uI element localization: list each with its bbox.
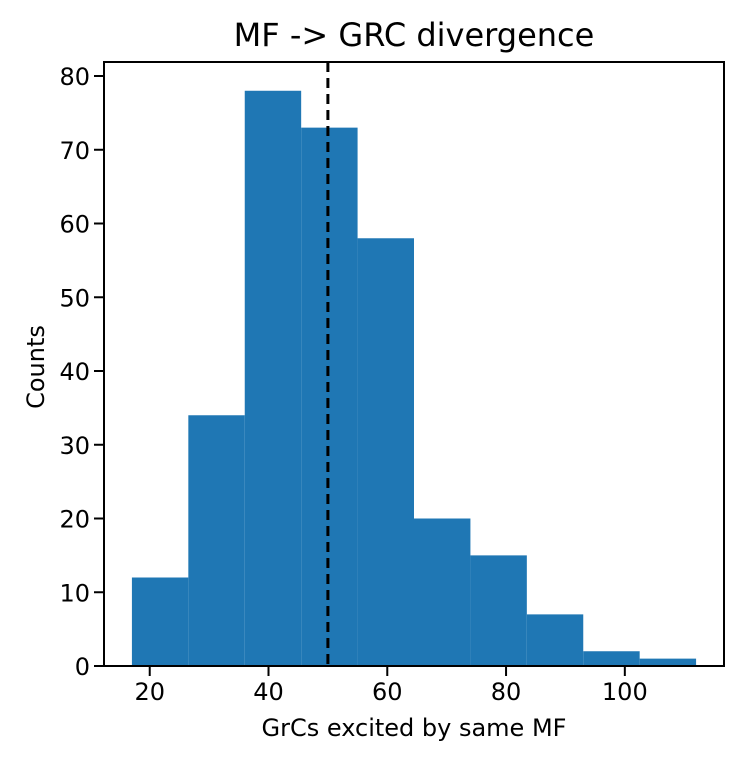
y-tick-label: 30 xyxy=(59,432,90,460)
y-tick-label: 50 xyxy=(59,284,90,312)
y-tick-label: 20 xyxy=(59,506,90,534)
x-tick-label: 80 xyxy=(491,678,522,706)
x-tick-label: 60 xyxy=(372,678,403,706)
x-tick-label: 40 xyxy=(253,678,284,706)
x-tick-label: 20 xyxy=(134,678,165,706)
chart-title: MF -> GRC divergence xyxy=(234,16,595,54)
y-tick-label: 80 xyxy=(59,63,90,91)
histogram-bar xyxy=(244,90,302,666)
histogram-bar xyxy=(357,238,414,666)
y-axis-ticks: 0 10 20 30 40 50 60 70 80 xyxy=(59,63,104,681)
histogram-bar xyxy=(639,658,697,666)
y-tick-label: 60 xyxy=(59,211,90,239)
histogram-bars xyxy=(131,90,697,667)
y-tick-label: 0 xyxy=(75,653,90,681)
histogram-bar xyxy=(131,577,189,666)
x-tick-label: 100 xyxy=(602,678,648,706)
histogram-bar xyxy=(526,614,584,666)
histogram-bar xyxy=(470,555,527,666)
y-tick-label: 10 xyxy=(59,579,90,607)
y-tick-label: 40 xyxy=(59,358,90,386)
histogram-bar xyxy=(188,415,245,666)
x-axis-label: GrCs excited by same MF xyxy=(262,714,567,742)
y-axis-label: Counts xyxy=(22,325,50,409)
histogram-bar xyxy=(414,518,471,666)
plot-frame xyxy=(103,61,725,667)
x-axis-ticks: 20 40 60 80 100 xyxy=(134,666,648,706)
y-tick-label: 70 xyxy=(59,137,90,165)
histogram-bar xyxy=(583,651,640,666)
